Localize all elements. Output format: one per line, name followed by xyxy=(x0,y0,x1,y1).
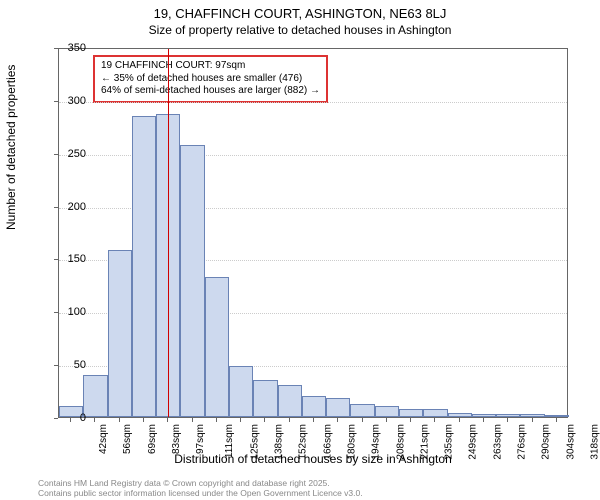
y-tick-label: 0 xyxy=(80,412,86,424)
footer-line2: Contains public sector information licen… xyxy=(38,488,363,498)
histogram-bar xyxy=(423,409,447,417)
histogram-bar xyxy=(472,414,496,417)
x-tick-label: 249sqm xyxy=(468,424,479,460)
y-tick-mark xyxy=(54,101,58,102)
x-tick-mark xyxy=(192,418,193,422)
reference-line xyxy=(168,49,169,417)
x-tick-mark xyxy=(459,418,460,422)
x-tick-mark xyxy=(70,418,71,422)
x-tick-mark xyxy=(556,418,557,422)
x-tick-label: 56sqm xyxy=(122,424,133,454)
y-tick-mark xyxy=(54,154,58,155)
histogram-bar xyxy=(448,413,472,417)
histogram-bar xyxy=(253,380,277,417)
chart-title-line2: Size of property relative to detached ho… xyxy=(0,21,600,37)
y-tick-label: 200 xyxy=(68,201,86,213)
x-tick-label: 263sqm xyxy=(492,424,503,460)
annotation-line2: ← 35% of detached houses are smaller (47… xyxy=(101,73,320,86)
annotation-line3: 64% of semi-detached houses are larger (… xyxy=(101,85,320,98)
y-tick-mark xyxy=(54,418,58,419)
x-tick-mark xyxy=(410,418,411,422)
x-tick-mark xyxy=(532,418,533,422)
x-tick-mark xyxy=(386,418,387,422)
x-tick-label: 304sqm xyxy=(565,424,576,460)
annotation-line1: 19 CHAFFINCH COURT: 97sqm xyxy=(101,60,320,73)
histogram-bar xyxy=(108,250,132,417)
x-tick-label: 208sqm xyxy=(395,424,406,460)
x-tick-mark xyxy=(434,418,435,422)
histogram-bar xyxy=(545,415,569,417)
annotation-box: 19 CHAFFINCH COURT: 97sqm ← 35% of detac… xyxy=(93,55,328,103)
x-tick-label: 69sqm xyxy=(147,424,158,454)
x-tick-label: 83sqm xyxy=(171,424,182,454)
y-tick-label: 150 xyxy=(68,253,86,265)
x-tick-label: 125sqm xyxy=(249,424,260,460)
histogram-bar xyxy=(205,277,229,417)
footer-line1: Contains HM Land Registry data © Crown c… xyxy=(38,478,363,488)
y-tick-mark xyxy=(54,312,58,313)
histogram-bar xyxy=(375,406,399,417)
x-tick-label: 290sqm xyxy=(541,424,552,460)
histogram-bar xyxy=(229,366,253,417)
histogram-bar xyxy=(326,398,350,417)
y-axis-label: Number of detached properties xyxy=(4,65,18,230)
histogram-bar xyxy=(83,375,107,417)
x-tick-label: 180sqm xyxy=(347,424,358,460)
histogram-bar xyxy=(399,409,423,417)
chart-title-line1: 19, CHAFFINCH COURT, ASHINGTON, NE63 8LJ xyxy=(0,0,600,21)
x-tick-label: 138sqm xyxy=(274,424,285,460)
x-tick-mark xyxy=(483,418,484,422)
x-tick-mark xyxy=(313,418,314,422)
gridline xyxy=(59,102,567,103)
y-tick-mark xyxy=(54,207,58,208)
y-tick-label: 350 xyxy=(68,42,86,54)
y-tick-mark xyxy=(54,365,58,366)
x-tick-label: 42sqm xyxy=(98,424,109,454)
x-tick-mark xyxy=(240,418,241,422)
x-tick-label: 235sqm xyxy=(444,424,455,460)
histogram-bar xyxy=(496,414,520,417)
x-tick-label: 97sqm xyxy=(195,424,206,454)
x-tick-label: 152sqm xyxy=(298,424,309,460)
chart-footer: Contains HM Land Registry data © Crown c… xyxy=(38,478,363,498)
x-axis-label: Distribution of detached houses by size … xyxy=(58,452,568,466)
x-tick-mark xyxy=(362,418,363,422)
histogram-bar xyxy=(180,145,204,417)
x-tick-label: 221sqm xyxy=(419,424,430,460)
x-tick-mark xyxy=(264,418,265,422)
x-tick-mark xyxy=(289,418,290,422)
x-tick-label: 276sqm xyxy=(517,424,528,460)
histogram-bar xyxy=(302,396,326,417)
x-tick-label: 166sqm xyxy=(322,424,333,460)
y-tick-mark xyxy=(54,259,58,260)
y-tick-mark xyxy=(54,48,58,49)
histogram-bar xyxy=(132,116,156,417)
plot-area: 19 CHAFFINCH COURT: 97sqm ← 35% of detac… xyxy=(58,48,568,418)
x-tick-mark xyxy=(94,418,95,422)
y-tick-label: 300 xyxy=(68,95,86,107)
histogram-bar xyxy=(350,404,374,417)
x-tick-mark xyxy=(119,418,120,422)
x-tick-label: 194sqm xyxy=(371,424,382,460)
x-tick-label: 111sqm xyxy=(224,424,235,458)
x-tick-mark xyxy=(216,418,217,422)
y-tick-label: 250 xyxy=(68,148,86,160)
x-tick-mark xyxy=(337,418,338,422)
histogram-bar xyxy=(520,414,544,417)
y-tick-label: 100 xyxy=(68,306,86,318)
x-tick-mark xyxy=(167,418,168,422)
histogram-bar xyxy=(278,385,302,417)
x-tick-label: 318sqm xyxy=(589,424,600,460)
x-tick-mark xyxy=(143,418,144,422)
y-tick-label: 50 xyxy=(74,359,86,371)
x-tick-mark xyxy=(507,418,508,422)
